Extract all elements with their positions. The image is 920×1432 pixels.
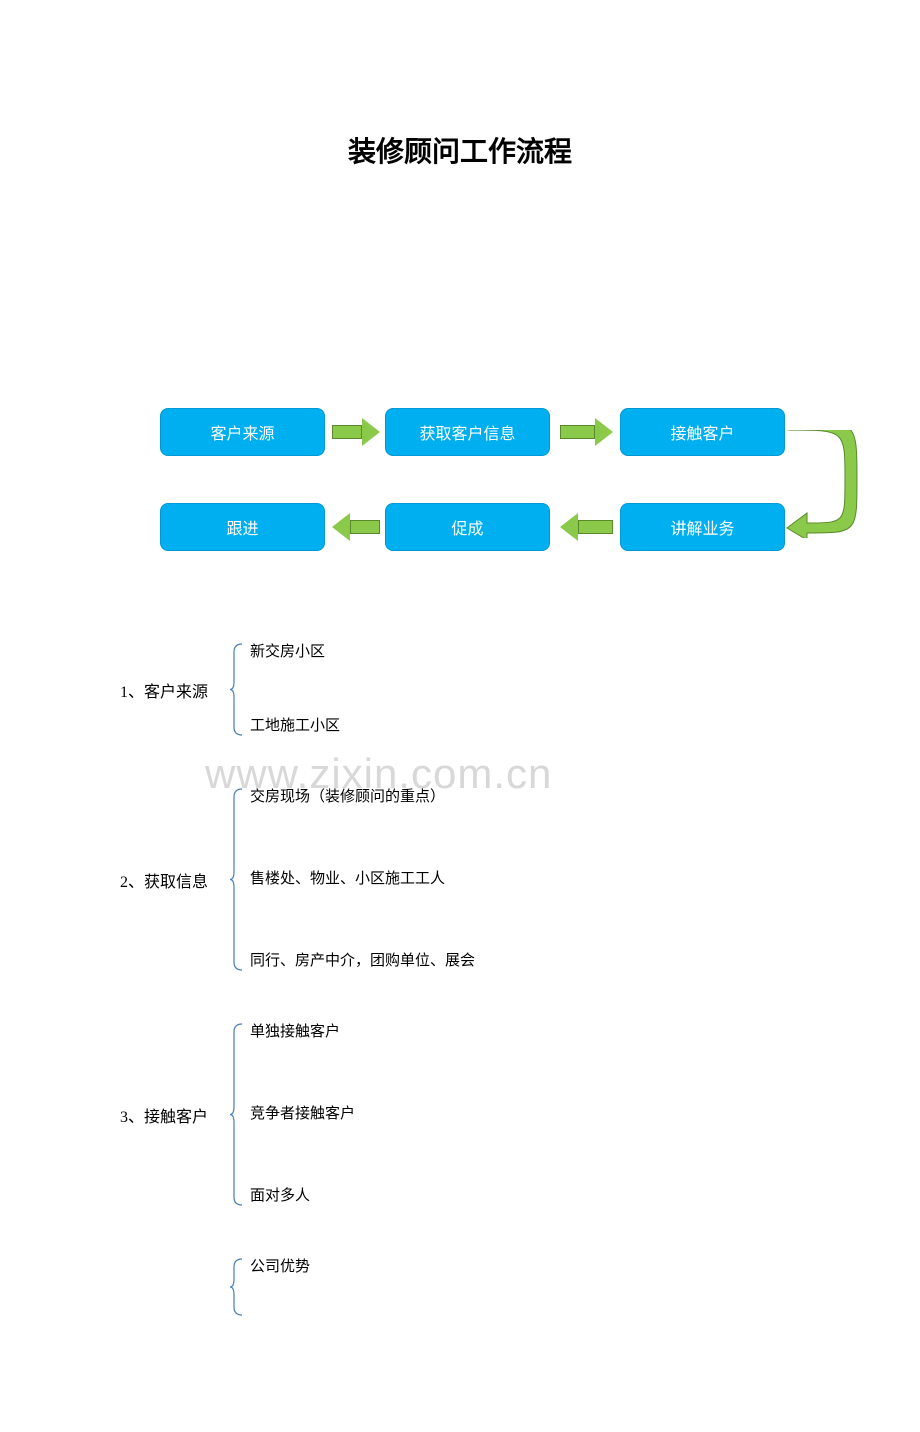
bracket-icon [230, 1257, 244, 1317]
flow-arrow [332, 418, 380, 446]
bracket-icon [230, 787, 244, 972]
section: 公司优势 [120, 1257, 475, 1317]
section-item: 工地施工小区 [250, 716, 340, 737]
section: 2、获取信息 交房现场（装修顾问的重点） 售楼处、物业、小区施工工人同行、房产中介，… [120, 787, 475, 972]
flow-node: 接触客户 [620, 408, 785, 456]
flow-curve-arrow [785, 430, 865, 538]
flow-arrow [560, 418, 613, 446]
flow-node: 讲解业务 [620, 503, 785, 551]
flow-arrow [560, 513, 613, 541]
section-item: 单独接触客户 [250, 1022, 355, 1043]
section-item: 公司优势 [250, 1257, 310, 1278]
flow-node: 跟进 [160, 503, 325, 551]
section: 3、接触客户单独接触客户竞争者接触客户面对多人 [120, 1022, 475, 1207]
flow-arrow [332, 513, 380, 541]
sections-container: 1、客户来源新交房小区工地施工小区 2、获取信息 交房现场（装修顾问的重点） 售楼处、… [120, 642, 475, 1367]
section-items: 新交房小区工地施工小区 [244, 642, 340, 737]
section-label: 1、客户来源 [120, 678, 230, 702]
flow-node: 促成 [385, 503, 550, 551]
section-item: 面对多人 [250, 1186, 355, 1207]
section-label: 3、接触客户 [120, 1103, 230, 1127]
section-items: 交房现场（装修顾问的重点） 售楼处、物业、小区施工工人同行、房产中介，团购单位、展… [244, 787, 475, 972]
flow-node: 客户来源 [160, 408, 325, 456]
section-items: 公司优势 [244, 1257, 310, 1317]
section-item: 交房现场（装修顾问的重点） [250, 787, 475, 808]
section-item: 售楼处、物业、小区施工工人 [250, 869, 475, 890]
bracket-icon [230, 1022, 244, 1207]
page-title: 装修顾问工作流程 [0, 130, 920, 170]
bracket-icon [230, 642, 244, 737]
section-item: 竞争者接触客户 [250, 1104, 355, 1125]
section-label: 2、获取信息 [120, 868, 230, 892]
flow-node: 获取客户信息 [385, 408, 550, 456]
section-item: 新交房小区 [250, 642, 340, 663]
section: 1、客户来源新交房小区工地施工小区 [120, 642, 475, 737]
flowchart: 客户来源 获取客户信息 接触客户讲解业务 促成 跟进 [160, 408, 820, 563]
section-items: 单独接触客户竞争者接触客户面对多人 [244, 1022, 355, 1207]
section-item: 同行、房产中介，团购单位、展会 [250, 951, 475, 972]
